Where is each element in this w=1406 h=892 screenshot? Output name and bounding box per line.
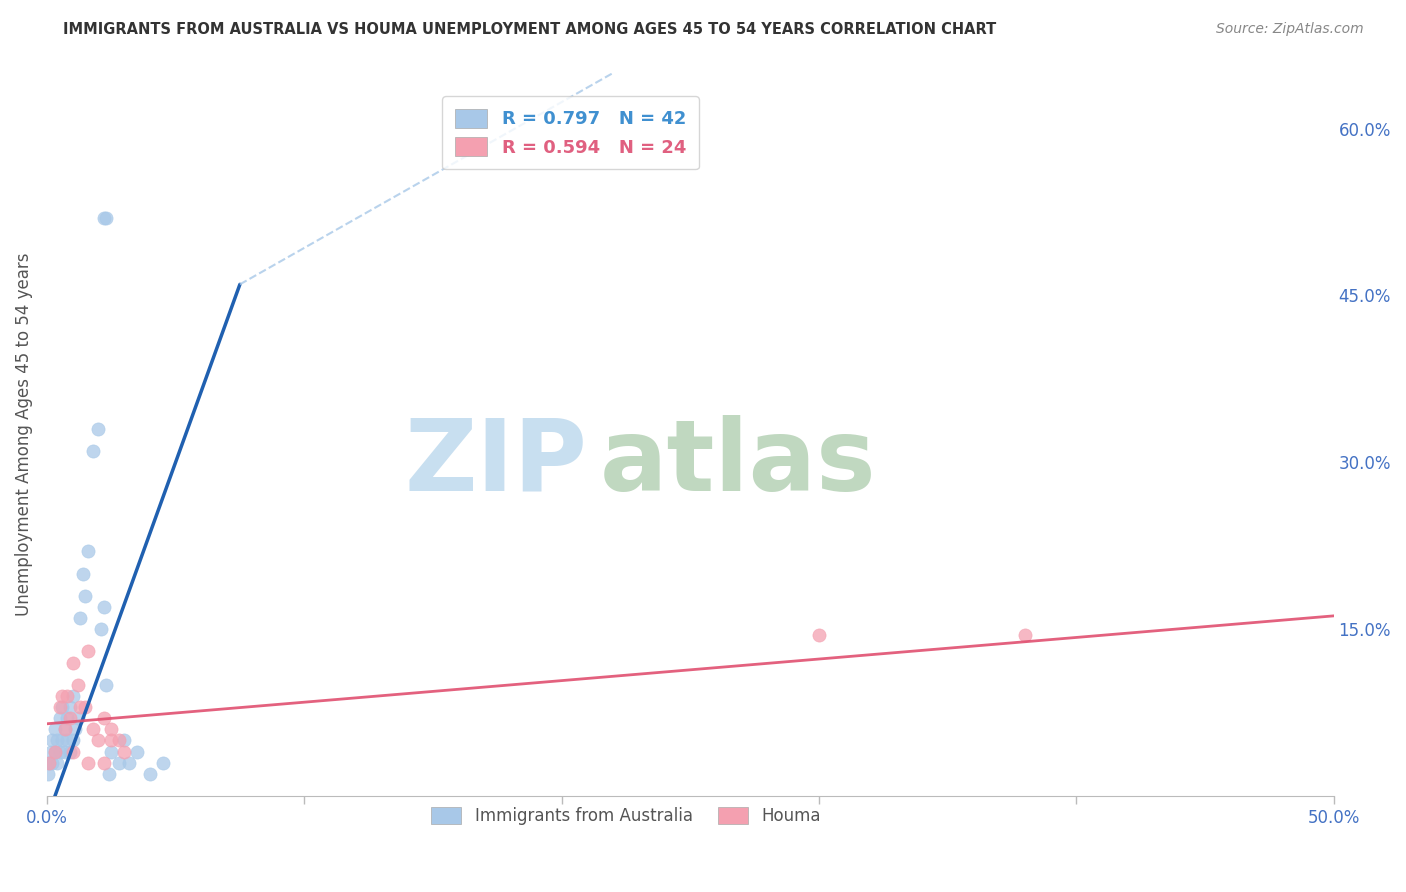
Point (100, 733, 122, 747)
Point (62, 689, 84, 703)
Point (100, 745, 122, 759)
Point (87, 422, 110, 436)
Point (66, 711, 89, 725)
Point (93, 711, 115, 725)
Point (108, 756, 131, 770)
Point (51, 733, 73, 747)
Point (93, 211, 115, 225)
Point (44, 723, 66, 737)
Point (1014, 628, 1036, 642)
Point (56, 711, 79, 725)
Point (59, 745, 82, 759)
Point (112, 745, 135, 759)
Point (38, 756, 60, 770)
Point (82, 723, 104, 737)
Point (59, 700, 82, 714)
Point (118, 756, 141, 770)
Text: Source: ZipAtlas.com: Source: ZipAtlas.com (1216, 22, 1364, 37)
Point (49, 745, 72, 759)
Point (62, 733, 84, 747)
Point (100, 723, 122, 737)
Point (38, 756, 60, 770)
Point (53, 723, 76, 737)
Text: atlas: atlas (600, 415, 877, 512)
Point (44, 745, 66, 759)
Point (53, 745, 76, 759)
Text: IMMIGRANTS FROM AUSTRALIA VS HOUMA UNEMPLOYMENT AMONG AGES 45 TO 54 YEARS CORREL: IMMIGRANTS FROM AUSTRALIA VS HOUMA UNEMP… (63, 22, 997, 37)
Point (41, 756, 63, 770)
Point (69, 700, 91, 714)
Point (44, 745, 66, 759)
Point (63, 723, 86, 737)
Point (53, 723, 76, 737)
Point (807, 628, 830, 642)
Point (82, 444, 104, 458)
Point (97, 767, 120, 781)
Point (139, 767, 162, 781)
Point (56, 689, 79, 703)
Point (77, 756, 100, 770)
Point (51, 689, 73, 703)
Point (69, 611, 91, 625)
Point (41, 733, 63, 747)
Point (46, 756, 69, 770)
Point (93, 756, 115, 770)
Point (49, 711, 72, 725)
Point (51, 700, 73, 714)
Point (62, 745, 84, 759)
Point (72, 566, 94, 581)
Point (94, 211, 117, 225)
Point (108, 733, 131, 747)
Text: ZIP: ZIP (405, 415, 588, 512)
Point (125, 745, 148, 759)
Point (77, 644, 100, 658)
Point (46, 733, 69, 747)
Point (94, 678, 117, 692)
Point (37, 767, 59, 781)
Point (66, 678, 89, 692)
Point (59, 711, 82, 725)
Point (75, 589, 97, 603)
Legend: Immigrants from Australia, Houma: Immigrants from Australia, Houma (422, 797, 831, 835)
Point (93, 599, 115, 614)
Point (49, 700, 72, 714)
Point (39, 745, 62, 759)
Point (75, 700, 97, 714)
Point (87, 733, 110, 747)
Point (90, 622, 112, 636)
Point (56, 733, 79, 747)
Point (77, 544, 100, 558)
Point (62, 656, 84, 670)
Y-axis label: Unemployment Among Ages 45 to 54 years: Unemployment Among Ages 45 to 54 years (15, 252, 32, 616)
Point (152, 756, 174, 770)
Point (112, 733, 135, 747)
